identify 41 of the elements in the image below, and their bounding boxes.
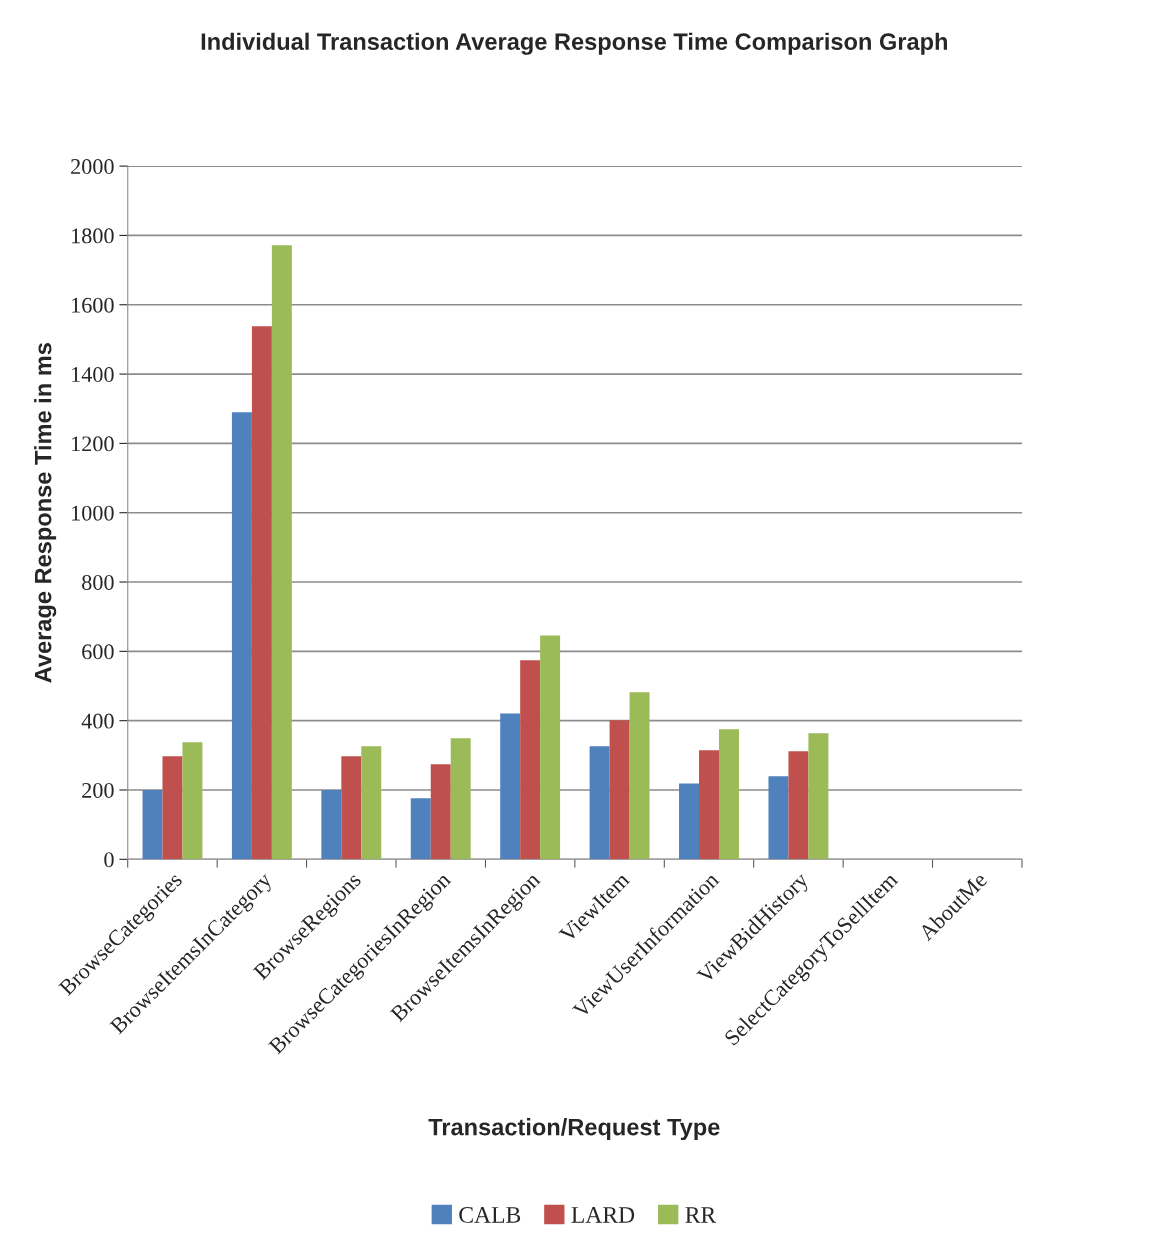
bar bbox=[430, 764, 451, 860]
y-tick-label: 2000 bbox=[71, 159, 114, 175]
y-tick-label: 1600 bbox=[72, 297, 114, 313]
bar bbox=[410, 798, 431, 860]
y-tick-label: 1800 bbox=[72, 228, 114, 244]
y-tick-label: 800 bbox=[82, 574, 114, 590]
bar bbox=[520, 660, 541, 860]
bar bbox=[162, 756, 183, 860]
y-tick-label: 1400 bbox=[72, 367, 114, 382]
bar bbox=[609, 720, 630, 860]
bar bbox=[788, 751, 809, 860]
bar bbox=[589, 746, 610, 860]
bar bbox=[182, 742, 203, 860]
y-axis-title: Average Response Time in ms bbox=[34, 343, 57, 683]
legend-label: CALB bbox=[459, 1206, 521, 1223]
bar bbox=[540, 635, 561, 860]
y-tick-label: 0 bbox=[104, 852, 114, 868]
y-tick-label: 400 bbox=[81, 713, 114, 729]
legend-label: LARD bbox=[571, 1207, 635, 1223]
bar bbox=[361, 746, 382, 860]
bar bbox=[718, 729, 739, 860]
bar bbox=[251, 326, 272, 860]
bar bbox=[500, 713, 521, 860]
y-tick-label: 1000 bbox=[72, 505, 114, 521]
x-axis-title: Transaction/Request Type bbox=[428, 1118, 720, 1141]
bar bbox=[679, 783, 700, 860]
chart-title: Individual Transaction Average Response Time Comparison Graph bbox=[201, 32, 947, 55]
bar bbox=[142, 789, 163, 860]
y-tick-label: 600 bbox=[82, 644, 114, 660]
legend-label: RR bbox=[685, 1207, 717, 1223]
bar bbox=[321, 789, 342, 860]
y-tick-label: 200 bbox=[82, 782, 114, 798]
bar bbox=[271, 245, 292, 860]
bar bbox=[808, 733, 829, 860]
y-tick-label: 1200 bbox=[72, 436, 114, 452]
bar bbox=[341, 756, 362, 860]
bar bbox=[450, 738, 471, 860]
bar bbox=[699, 750, 719, 860]
bar bbox=[768, 776, 789, 860]
bar bbox=[629, 692, 650, 860]
bar bbox=[231, 412, 252, 860]
